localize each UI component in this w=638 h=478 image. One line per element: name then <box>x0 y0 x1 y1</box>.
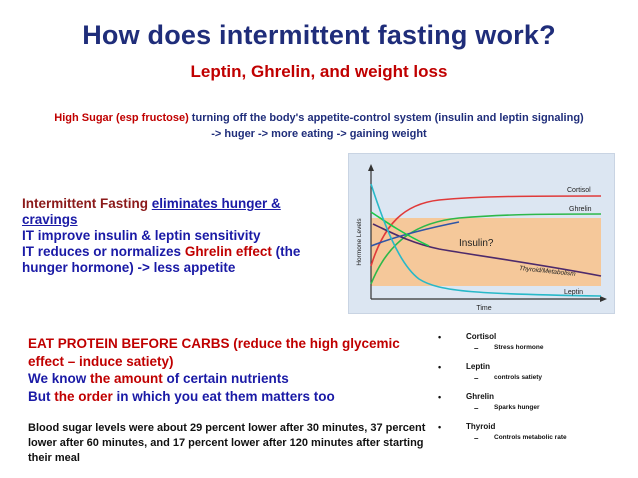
ghrelin-line <box>370 213 602 285</box>
benefit-hunger: Intermittent Fasting eliminates hunger &… <box>22 196 332 228</box>
chart-y-label: Hormone Levels <box>356 218 363 266</box>
bullet-icon: • <box>438 362 442 372</box>
hormone-chart: Hormone Levels Time Cortisol Ghrelin Ins… <box>348 153 615 314</box>
amount-line-rest: of certain nutrients <box>162 371 289 386</box>
x-axis-arrow <box>600 296 607 302</box>
hormone-desc: Controls metabolic rate <box>494 434 567 441</box>
benefit-hunger-link: eliminates hunger & cravings <box>22 196 281 227</box>
dash-icon: – <box>474 434 479 443</box>
fasting-benefits: Intermittent Fasting eliminates hunger &… <box>22 196 332 276</box>
intro-line2: -> huger -> more eating -> gaining weigh… <box>211 128 427 140</box>
page-subtitle: Leptin, Ghrelin, and weight loss <box>190 62 448 81</box>
hormone-desc: Sparks hunger <box>494 404 540 411</box>
benefit-ghrelin-highlight: Ghrelin effect <box>184 244 272 259</box>
hormone-item-leptin: • Leptin – controls satiety <box>438 362 628 392</box>
leptin-label: Leptin <box>564 289 583 296</box>
benefit-ghrelin: IT reduces or normalizes Ghrelin effect … <box>22 244 332 276</box>
dash-icon: – <box>474 344 479 353</box>
hormone-item-thyroid: • Thyroid – Controls metabolic rate <box>438 422 628 452</box>
insulin-band <box>371 218 601 286</box>
hormone-name: Leptin <box>466 362 490 371</box>
hormone-desc: Stress hormone <box>494 344 544 351</box>
cortisol-label: Cortisol <box>567 187 591 194</box>
order-line-rest: in which you eat them matters too <box>112 388 335 404</box>
intro-highlight: High Sugar (esp fructose) <box>54 112 189 124</box>
order-highlight: the order <box>54 388 113 404</box>
amount-line: We know the amount of certain nutrients <box>28 370 418 388</box>
hormone-chart-svg: Hormone Levels Time Cortisol Ghrelin Ins… <box>356 164 607 312</box>
intro-rest: turning off the body's appetite-control … <box>188 112 584 124</box>
y-axis-arrow <box>368 164 374 171</box>
leptin-line <box>370 183 602 297</box>
order-line: But the order in which you eat them matt… <box>28 388 418 406</box>
dash-icon: – <box>474 374 479 383</box>
protein-rule: EAT PROTEIN BEFORE CARBS (reduce the hig… <box>28 336 400 369</box>
chart-x-label: Time <box>476 305 491 312</box>
hormone-list: • Cortisol – Stress hormone • Leptin – c… <box>438 332 628 452</box>
intro-text: High Sugar (esp fructose) turning off th… <box>10 110 628 142</box>
page-title: How does intermittent fasting work? <box>82 20 556 50</box>
benefit-hunger-lead: Intermittent Fasting <box>22 196 152 211</box>
amount-highlight: the amount <box>90 371 163 386</box>
green-line <box>370 211 430 247</box>
ghrelin-label: Ghrelin <box>569 206 592 213</box>
hormone-name: Thyroid <box>466 422 496 431</box>
benefit-insulin: IT improve insulin & leptin sensitivity <box>22 228 261 243</box>
hormone-item-cortisol: • Cortisol – Stress hormone <box>438 332 628 362</box>
amount-line-lead: We know <box>28 371 91 386</box>
protein-tips: EAT PROTEIN BEFORE CARBS (reduce the hig… <box>28 335 418 405</box>
benefit-ghrelin-rest: (the hunger hormone) -> less appetite <box>22 244 301 275</box>
thyroid-line <box>372 223 602 277</box>
benefit-ghrelin-lead: IT reduces or normalizes <box>22 244 185 259</box>
insulin-label: Insulin? <box>459 238 494 249</box>
hormone-name: Ghrelin <box>466 392 495 401</box>
order-line-lead: But <box>28 388 55 404</box>
bullet-icon: • <box>438 332 442 342</box>
bullet-icon: • <box>438 392 442 402</box>
dash-icon: – <box>474 404 479 413</box>
blood-sugar-text: Blood sugar levels were about 29 percent… <box>28 422 426 464</box>
hormone-desc: controls satiety <box>494 374 543 381</box>
bullet-icon: • <box>438 422 442 432</box>
hormone-item-ghrelin: • Ghrelin – Sparks hunger <box>438 392 628 422</box>
hormone-name: Cortisol <box>466 332 497 341</box>
